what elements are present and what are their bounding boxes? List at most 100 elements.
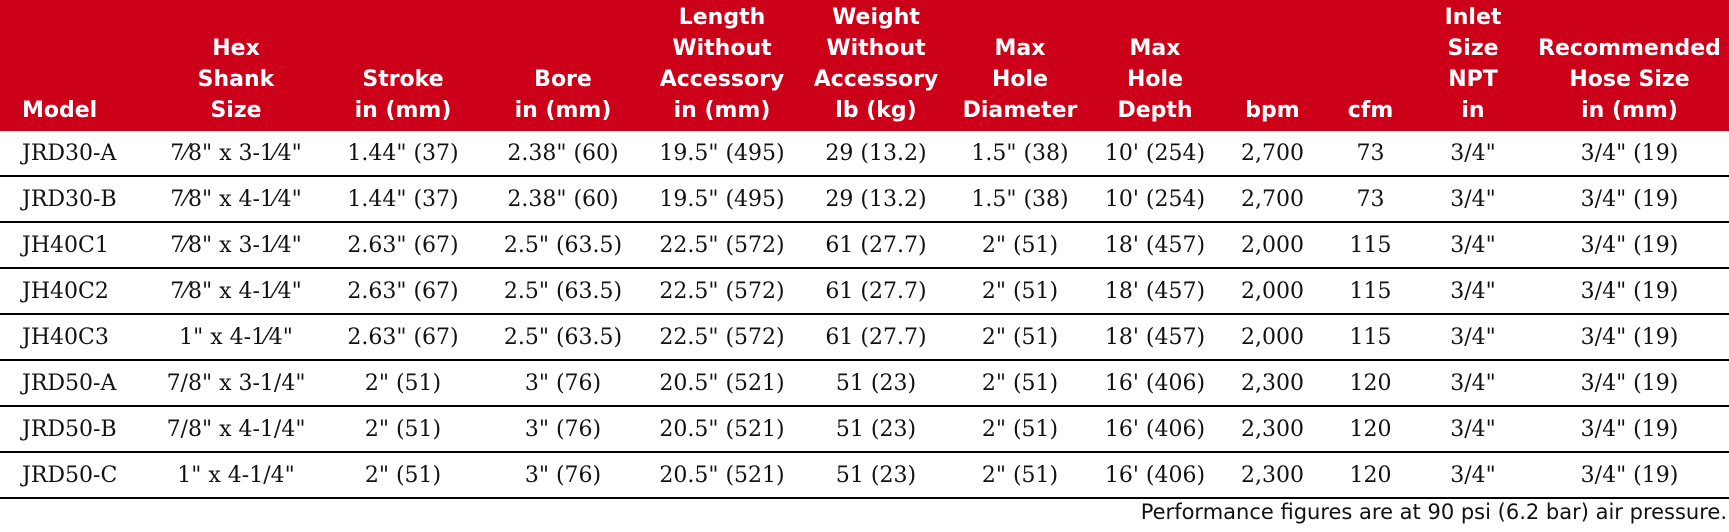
table-row: JRD50-A 7/8" x 3-1/4" 2" (51) 3" (76) 20.5" …: [0, 360, 1729, 407]
header-line: in (mm): [514, 98, 612, 123]
table-cell: 7⁄8" x 4-1⁄4": [150, 176, 322, 223]
table-cell: 3/4": [1416, 222, 1530, 269]
table-cell: 3/4" (19): [1530, 452, 1729, 499]
table-cell: 73: [1325, 131, 1416, 177]
header-line: Weight: [832, 5, 920, 30]
table-cell: 3/4" (19): [1530, 406, 1729, 453]
table-cell: 2" (51): [322, 406, 484, 453]
header-line: Without: [672, 36, 772, 61]
table-cell: 19.5" (495): [642, 176, 802, 223]
table-cell: 3/4" (19): [1530, 222, 1729, 269]
table-cell: 16' (406): [1090, 360, 1220, 407]
column-header: Inlet Size NPT in: [1416, 0, 1530, 131]
table-row: JRD50-C 1" x 4-1/4" 2" (51) 3" (76) 20.5" (5…: [0, 452, 1729, 499]
table-cell: 7⁄8" x 4-1⁄4": [150, 268, 322, 315]
column-header: Length Without Accessory in (mm): [642, 0, 802, 131]
table-cell: 2.63" (67): [322, 268, 484, 315]
header-line: in (mm): [673, 98, 771, 123]
table-cell: 3" (76): [484, 360, 642, 407]
header-line: Length: [678, 5, 766, 30]
table-cell: 51 (23): [802, 406, 950, 453]
table-cell: 3/4": [1416, 452, 1530, 499]
table-row: JH40C1 7⁄8" x 3-1⁄4" 2.63" (67) 2.5" (63.5)…: [0, 222, 1729, 269]
header-line: Inlet: [1444, 5, 1502, 30]
table-cell: 3/4": [1416, 131, 1530, 177]
table-cell: 22.5" (572): [642, 314, 802, 361]
table-cell: 61 (27.7): [802, 268, 950, 315]
table-cell: 2.5" (63.5): [484, 222, 642, 269]
header-line: cfm: [1347, 98, 1394, 123]
header-line: Hose Size: [1569, 67, 1690, 92]
table-cell: 2.38" (60): [484, 131, 642, 177]
header-line: Recommended: [1538, 36, 1721, 61]
header-line: Hole: [992, 67, 1048, 92]
header-line: Hex: [212, 36, 260, 61]
table-cell: 20.5" (521): [642, 452, 802, 499]
table-cell: 120: [1325, 406, 1416, 453]
table-cell: 18' (457): [1090, 222, 1220, 269]
table-row: JH40C3 1" x 4-1⁄4" 2.63" (67) 2.5" (63.5) 22…: [0, 314, 1729, 361]
table-cell: 20.5" (521): [642, 406, 802, 453]
table-cell: 3/4" (19): [1530, 131, 1729, 177]
column-header: bpm: [1220, 0, 1325, 131]
column-header: Recommended Hose Size in (mm): [1530, 0, 1729, 131]
table-cell: 61 (27.7): [802, 314, 950, 361]
header-line: Bore: [534, 67, 592, 92]
table-cell: 3/4": [1416, 360, 1530, 407]
header-line: lb (kg): [835, 98, 917, 123]
table-cell: 3/4": [1416, 406, 1530, 453]
header-line: Max: [1129, 36, 1181, 61]
table-cell: JH40C2: [0, 268, 150, 315]
table-cell: 2" (51): [950, 268, 1090, 315]
table-cell: 2.63" (67): [322, 222, 484, 269]
header-line: bpm: [1245, 98, 1300, 123]
column-header: Hex Shank Size: [150, 0, 322, 131]
table-cell: 51 (23): [802, 360, 950, 407]
table-body: JRD30-A 7⁄8" x 3-1⁄4" 1.44" (37) 2.38" (60)…: [0, 131, 1729, 499]
table-cell: 7⁄8" x 3-1⁄4": [150, 222, 322, 269]
table-cell: 115: [1325, 222, 1416, 269]
footnote: Performance figures are at 90 psi (6.2 b…: [1140, 500, 1727, 524]
header-line: Diameter: [962, 98, 1078, 123]
table-cell: 2,000: [1220, 268, 1325, 315]
table-cell: 1.44" (37): [322, 131, 484, 177]
table-cell: 3/4": [1416, 176, 1530, 223]
column-header: Model: [0, 0, 150, 131]
table-cell: 1" x 4-1/4": [150, 452, 322, 499]
header-line: Accessory: [813, 67, 939, 92]
table-cell: 18' (457): [1090, 268, 1220, 315]
header-line: Size: [210, 98, 262, 123]
table-cell: 3" (76): [484, 452, 642, 499]
table-cell: 61 (27.7): [802, 222, 950, 269]
table-cell: 2.5" (63.5): [484, 314, 642, 361]
table-cell: 7⁄8" x 3-1⁄4": [150, 131, 322, 177]
header-line: Max: [994, 36, 1046, 61]
table-row: JH40C2 7⁄8" x 4-1⁄4" 2.63" (67) 2.5" (63.5)…: [0, 268, 1729, 315]
table-cell: 2,300: [1220, 452, 1325, 499]
table-cell: JH40C3: [0, 314, 150, 361]
table-cell: 2" (51): [950, 406, 1090, 453]
header-line: Size: [1447, 36, 1499, 61]
table-cell: 2,000: [1220, 222, 1325, 269]
table-cell: 3/4": [1416, 314, 1530, 361]
table-cell: 2" (51): [950, 222, 1090, 269]
column-header: Bore in (mm): [484, 0, 642, 131]
table-cell: 1.5" (38): [950, 176, 1090, 223]
table-cell: 18' (457): [1090, 314, 1220, 361]
table-cell: 7/8" x 4-1/4": [150, 406, 322, 453]
table-cell: 19.5" (495): [642, 131, 802, 177]
table-cell: 120: [1325, 452, 1416, 499]
table-cell: 22.5" (572): [642, 268, 802, 315]
table-cell: JRD50-A: [0, 360, 150, 407]
table-cell: 115: [1325, 268, 1416, 315]
column-header: Weight Without Accessory lb (kg): [802, 0, 950, 131]
table-cell: 3" (76): [484, 406, 642, 453]
column-header: Max Hole Diameter: [950, 0, 1090, 131]
spec-table: Model Hex Shank Size Stroke in (mm) Bore in (mm…: [0, 0, 1729, 499]
table-cell: 2,300: [1220, 406, 1325, 453]
header-line: Accessory: [659, 67, 785, 92]
column-header: Max Hole Depth: [1090, 0, 1220, 131]
table-cell: 29 (13.2): [802, 131, 950, 177]
table-cell: 10' (254): [1090, 176, 1220, 223]
